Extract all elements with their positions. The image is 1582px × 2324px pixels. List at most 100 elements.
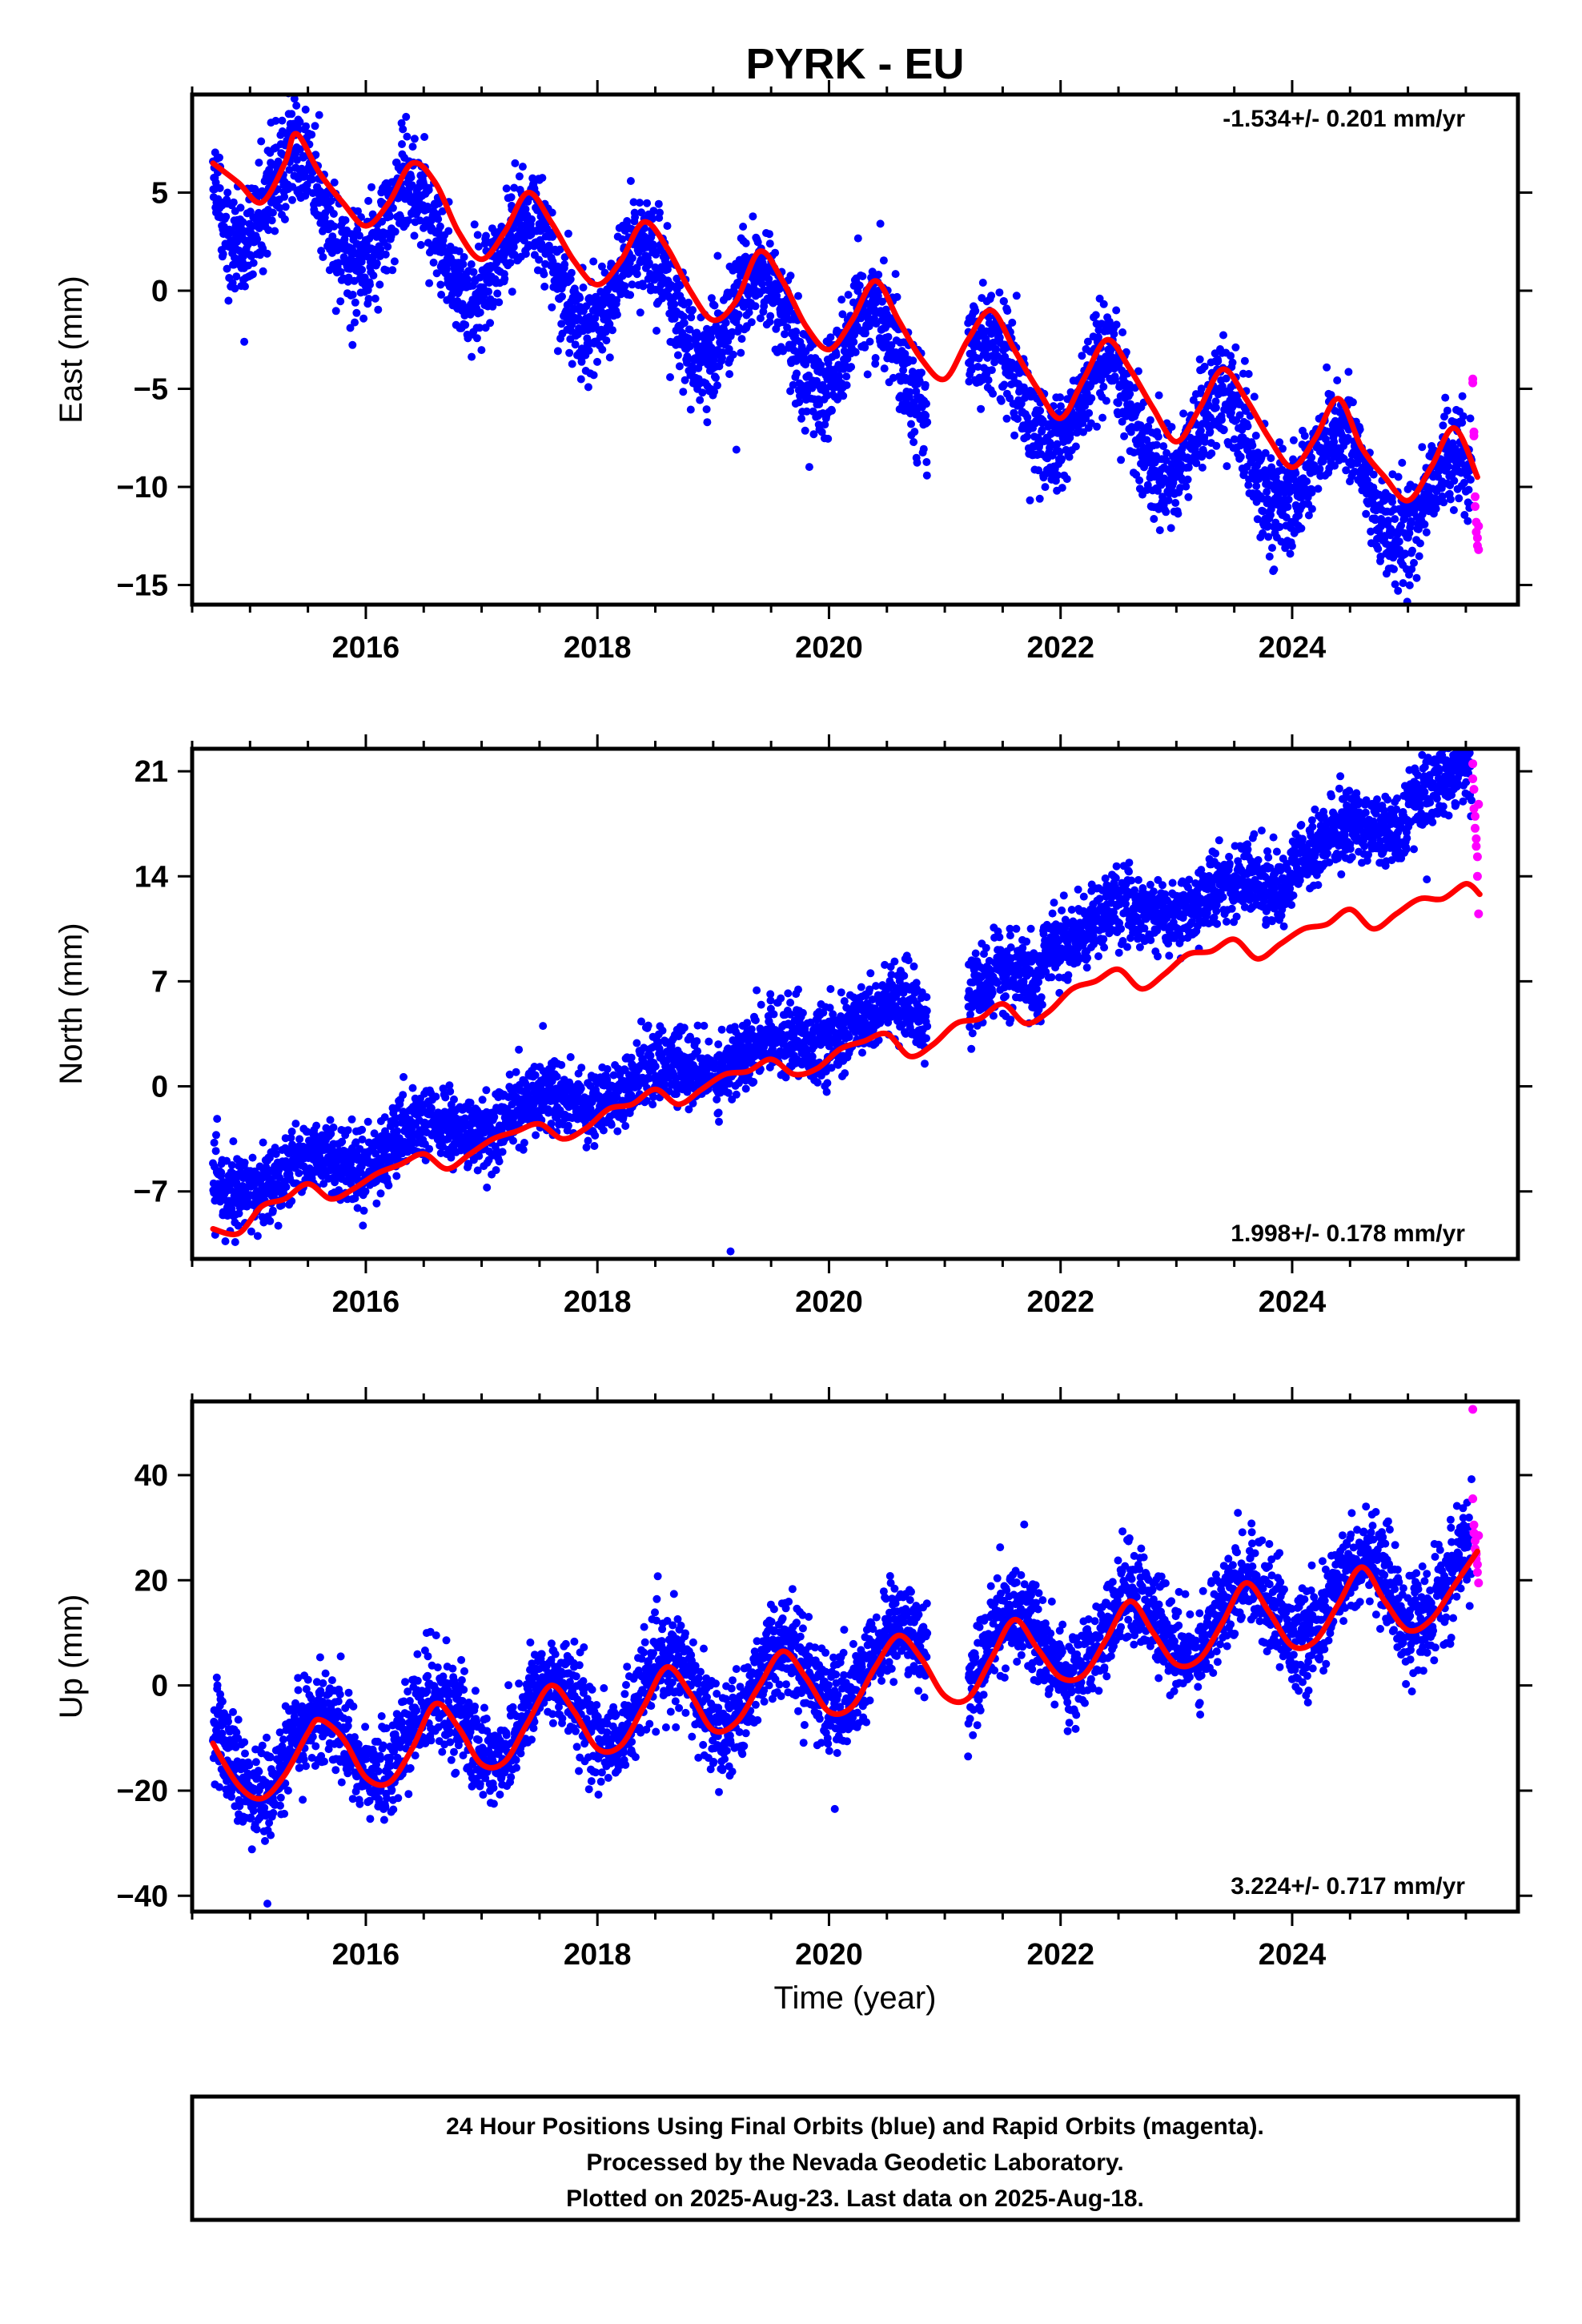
y-tick-label: −10	[117, 471, 168, 505]
x-tick-label: 2016	[332, 631, 400, 665]
data-point	[307, 131, 316, 139]
data-point	[315, 111, 323, 119]
data-point	[978, 279, 987, 287]
data-point	[1331, 461, 1339, 470]
data-point	[227, 1161, 236, 1169]
data-point	[792, 328, 801, 336]
east-data	[209, 94, 1484, 605]
x-tick-label: 2020	[795, 631, 863, 665]
data-point	[1192, 459, 1201, 468]
data-point	[507, 193, 516, 202]
data-point	[330, 222, 339, 231]
data-point	[287, 110, 296, 119]
data-point	[605, 320, 614, 328]
data-point	[509, 1136, 517, 1145]
data-point	[1420, 520, 1429, 529]
data-point	[1455, 494, 1464, 503]
data-point	[1374, 545, 1383, 553]
data-point	[524, 197, 532, 206]
data-point	[1174, 509, 1182, 518]
data-point	[312, 1121, 321, 1130]
data-point	[1112, 320, 1121, 329]
data-point	[571, 340, 580, 349]
data-point	[566, 275, 575, 283]
data-point	[753, 238, 762, 247]
north-data	[209, 749, 1484, 1256]
data-point	[781, 330, 789, 339]
data-point	[384, 1181, 393, 1190]
data-point	[512, 1068, 520, 1076]
data-point	[386, 212, 394, 221]
data-point	[1154, 432, 1162, 441]
data-point	[684, 334, 693, 343]
data-point	[626, 291, 635, 300]
data-point	[1315, 464, 1324, 473]
data-point	[484, 279, 493, 287]
data-point	[598, 345, 607, 354]
data-point	[1111, 375, 1119, 384]
data-point	[259, 267, 267, 275]
data-point	[1390, 565, 1398, 573]
data-point	[329, 1123, 338, 1132]
data-point	[584, 346, 593, 355]
data-point	[1222, 374, 1231, 383]
data-point	[400, 1072, 408, 1081]
data-point	[1085, 408, 1094, 417]
data-point	[515, 172, 524, 181]
data-point	[493, 289, 502, 298]
data-point	[381, 250, 390, 259]
data-point	[1099, 382, 1108, 391]
data-point	[1014, 415, 1022, 424]
data-point	[511, 159, 520, 167]
data-point	[681, 376, 689, 384]
data-point	[399, 125, 408, 134]
data-point	[971, 307, 980, 316]
data-point	[1214, 356, 1223, 365]
data-point	[317, 247, 326, 255]
data-point	[1248, 441, 1257, 450]
data-point	[815, 400, 824, 408]
data-point	[1284, 495, 1293, 504]
data-point	[470, 220, 479, 229]
data-point	[1231, 343, 1240, 352]
data-point	[343, 1126, 352, 1135]
data-point	[1263, 488, 1271, 497]
data-point	[540, 270, 548, 279]
data-point	[612, 310, 621, 319]
data-point	[683, 352, 692, 360]
data-point	[397, 119, 406, 127]
data-point	[1150, 515, 1158, 523]
data-point	[680, 312, 689, 321]
data-point	[1408, 546, 1416, 555]
data-point	[1439, 421, 1447, 430]
data-point	[631, 213, 640, 222]
data-point	[576, 375, 585, 384]
data-point	[468, 352, 476, 361]
data-point	[689, 306, 697, 315]
data-point	[476, 324, 484, 332]
data-point	[1171, 499, 1180, 507]
data-point	[801, 426, 809, 435]
data-point	[1143, 480, 1152, 489]
data-point	[1261, 448, 1270, 457]
data-point	[271, 116, 280, 125]
outlier-point	[240, 337, 249, 346]
data-point	[1235, 411, 1244, 420]
data-point	[765, 230, 773, 239]
data-point	[212, 1131, 220, 1140]
data-point	[1422, 528, 1431, 537]
data-point	[673, 351, 682, 360]
data-point	[429, 258, 438, 267]
data-point	[425, 279, 434, 287]
data-point	[263, 249, 271, 258]
data-point	[656, 208, 664, 217]
data-point	[1184, 463, 1193, 472]
x-tick-label: 2024	[1259, 631, 1327, 665]
data-point	[1464, 517, 1472, 525]
data-point	[539, 1022, 548, 1031]
data-point	[257, 137, 266, 146]
data-point	[271, 1150, 280, 1158]
data-point	[1198, 463, 1207, 472]
data-point	[434, 215, 443, 223]
data-point	[210, 1138, 219, 1147]
